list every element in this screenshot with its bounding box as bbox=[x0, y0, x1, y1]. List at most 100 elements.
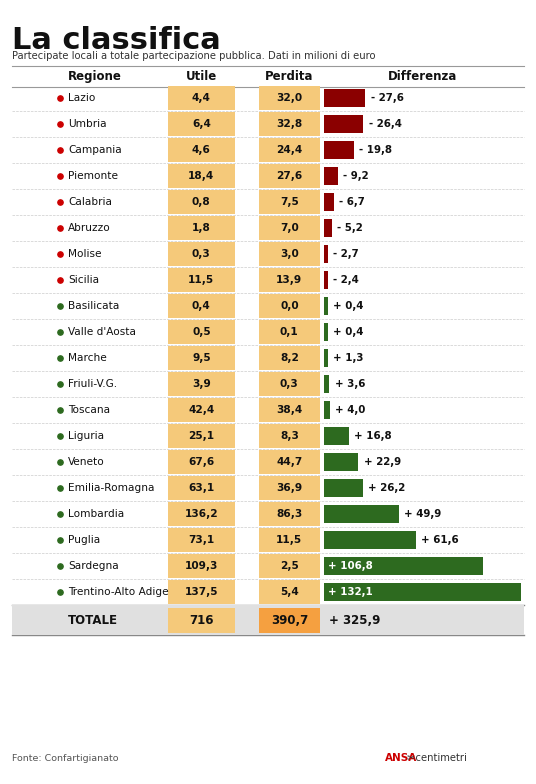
Text: 4,6: 4,6 bbox=[192, 145, 211, 155]
Bar bbox=[168, 216, 235, 240]
Text: - 9,2: - 9,2 bbox=[343, 171, 369, 181]
Text: 8,3: 8,3 bbox=[280, 431, 299, 441]
Bar bbox=[324, 506, 398, 523]
Bar bbox=[259, 320, 320, 344]
Bar bbox=[259, 190, 320, 214]
Text: 13,9: 13,9 bbox=[276, 275, 302, 285]
Text: 3,9: 3,9 bbox=[192, 379, 211, 389]
Text: 67,6: 67,6 bbox=[188, 457, 214, 467]
Text: Lazio: Lazio bbox=[68, 93, 95, 103]
Bar bbox=[168, 476, 235, 500]
Bar bbox=[324, 376, 329, 393]
Text: - 19,8: - 19,8 bbox=[359, 145, 392, 155]
Bar bbox=[168, 608, 235, 633]
Text: + 0,4: + 0,4 bbox=[333, 301, 363, 311]
Bar bbox=[324, 89, 365, 107]
Bar bbox=[259, 608, 320, 633]
Text: Campania: Campania bbox=[68, 145, 122, 155]
Text: - 2,4: - 2,4 bbox=[333, 275, 359, 285]
Bar bbox=[168, 528, 235, 553]
Text: + 16,8: + 16,8 bbox=[354, 431, 392, 441]
Text: + 0,4: + 0,4 bbox=[333, 327, 363, 337]
Bar bbox=[168, 502, 235, 526]
Bar bbox=[324, 297, 327, 315]
Text: 0,4: 0,4 bbox=[192, 301, 211, 311]
Text: ANSA: ANSA bbox=[385, 753, 418, 763]
Text: Regione: Regione bbox=[68, 70, 122, 83]
Text: Friuli-V.G.: Friuli-V.G. bbox=[68, 379, 117, 389]
Text: Trentino-Alto Adige: Trentino-Alto Adige bbox=[68, 587, 169, 597]
Bar bbox=[168, 241, 235, 267]
Bar bbox=[168, 450, 235, 474]
Bar bbox=[324, 193, 334, 211]
Text: - 6,7: - 6,7 bbox=[339, 197, 365, 207]
Text: Abruzzo: Abruzzo bbox=[68, 223, 111, 233]
Text: 11,5: 11,5 bbox=[276, 535, 302, 545]
Text: 25,1: 25,1 bbox=[188, 431, 214, 441]
Bar bbox=[324, 401, 330, 419]
Bar bbox=[259, 85, 320, 111]
Bar bbox=[168, 398, 235, 423]
Text: 63,1: 63,1 bbox=[188, 483, 214, 493]
Bar bbox=[259, 241, 320, 267]
Bar bbox=[168, 294, 235, 318]
Text: Liguria: Liguria bbox=[68, 431, 104, 441]
Text: Calabria: Calabria bbox=[68, 197, 112, 207]
Bar bbox=[168, 554, 235, 579]
Text: 7,5: 7,5 bbox=[280, 197, 299, 207]
Text: Utile: Utile bbox=[185, 70, 217, 83]
Bar bbox=[259, 164, 320, 188]
Bar bbox=[259, 450, 320, 474]
Bar bbox=[168, 190, 235, 214]
Bar bbox=[168, 138, 235, 162]
Bar bbox=[259, 398, 320, 423]
Text: Perdita: Perdita bbox=[265, 70, 314, 83]
Text: 86,3: 86,3 bbox=[276, 510, 302, 519]
Text: Puglia: Puglia bbox=[68, 535, 100, 545]
Text: - 5,2: - 5,2 bbox=[337, 223, 363, 233]
Bar bbox=[168, 85, 235, 111]
Text: 8,2: 8,2 bbox=[280, 353, 299, 363]
Text: Lombardia: Lombardia bbox=[68, 510, 124, 519]
Text: 42,4: 42,4 bbox=[188, 405, 214, 416]
Text: 716: 716 bbox=[189, 614, 214, 626]
Text: 11,5: 11,5 bbox=[188, 275, 214, 285]
Text: 44,7: 44,7 bbox=[276, 457, 302, 467]
Text: 9,5: 9,5 bbox=[192, 353, 211, 363]
Text: ✂centimetri: ✂centimetri bbox=[404, 753, 467, 763]
Text: 0,5: 0,5 bbox=[192, 327, 211, 337]
Text: Partecipate locali a totale partecipazione pubblica. Dati in milioni di euro: Partecipate locali a totale partecipazio… bbox=[12, 51, 376, 60]
Text: Molise: Molise bbox=[68, 249, 101, 259]
Bar bbox=[259, 372, 320, 397]
Text: 2,5: 2,5 bbox=[280, 561, 299, 572]
Text: Basilicata: Basilicata bbox=[68, 301, 120, 311]
Bar bbox=[259, 268, 320, 292]
Text: 137,5: 137,5 bbox=[184, 587, 218, 597]
Bar bbox=[324, 557, 483, 575]
Bar bbox=[259, 346, 320, 370]
Text: 32,0: 32,0 bbox=[276, 93, 302, 103]
Text: + 49,9: + 49,9 bbox=[404, 510, 441, 519]
Text: + 1,3: + 1,3 bbox=[333, 353, 363, 363]
Text: Fonte: Confartigianato: Fonte: Confartigianato bbox=[12, 754, 118, 763]
Text: + 132,1: + 132,1 bbox=[328, 587, 373, 597]
Bar bbox=[324, 115, 363, 132]
Text: La classifica: La classifica bbox=[12, 27, 221, 56]
Text: 5,4: 5,4 bbox=[280, 587, 299, 597]
Text: 6,4: 6,4 bbox=[192, 119, 211, 129]
Bar bbox=[259, 528, 320, 553]
Bar bbox=[259, 112, 320, 136]
Bar bbox=[324, 141, 354, 159]
Bar bbox=[324, 220, 332, 237]
Bar bbox=[259, 476, 320, 500]
Bar bbox=[168, 112, 235, 136]
Bar bbox=[12, 605, 524, 635]
Text: + 106,8: + 106,8 bbox=[328, 561, 373, 572]
Text: 73,1: 73,1 bbox=[188, 535, 214, 545]
Text: 1,8: 1,8 bbox=[192, 223, 211, 233]
Bar bbox=[259, 216, 320, 240]
Bar bbox=[324, 350, 327, 367]
Bar bbox=[324, 453, 358, 471]
Text: Toscana: Toscana bbox=[68, 405, 110, 416]
Text: 36,9: 36,9 bbox=[276, 483, 302, 493]
